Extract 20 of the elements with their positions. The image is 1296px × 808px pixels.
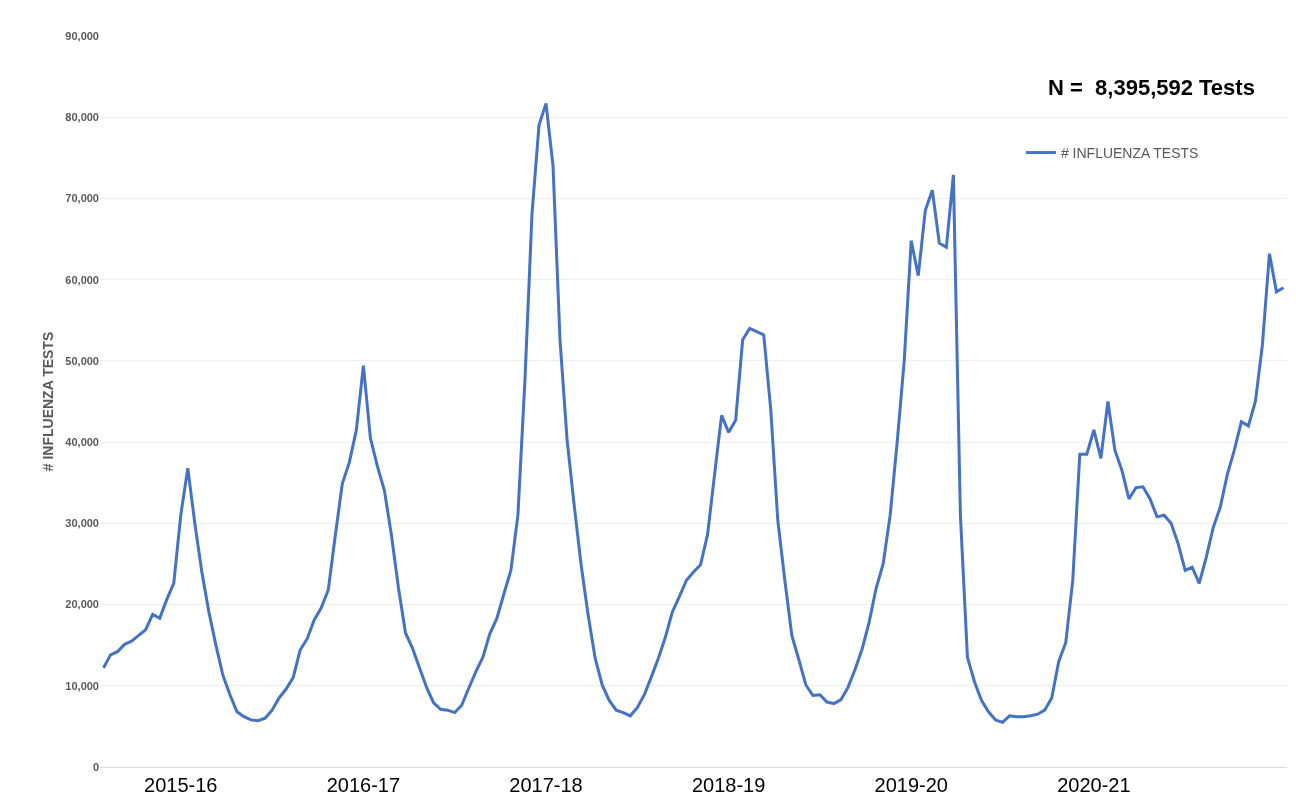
y-tick-label: 0	[92, 760, 99, 773]
y-tick-label: 50,000	[65, 354, 99, 367]
x-tick-label: 2019-20	[874, 774, 948, 796]
y-tick-label: 70,000	[65, 192, 99, 205]
legend-label: # INFLUENZA TESTS	[1060, 145, 1199, 162]
y-tick-label: 20,000	[65, 598, 99, 611]
x-tick-label: 2016-17	[326, 774, 401, 796]
y-tick-label: 30,000	[65, 517, 99, 530]
y-tick-label: 90,000	[65, 29, 99, 42]
x-tick-label: 2018-19	[691, 774, 766, 796]
y-axis-title: # INFLUENZA TESTS	[39, 331, 56, 472]
x-tick-label: 2015-16	[144, 774, 218, 796]
x-tick-label: 2017-18	[509, 774, 583, 796]
x-tick-label: 2020-21	[1057, 774, 1131, 796]
y-tick-label: 40,000	[65, 435, 99, 448]
y-tick-label: 10,000	[65, 679, 99, 692]
y-tick-label: 80,000	[65, 111, 99, 124]
annotation: N = 8,395,592 Tests	[1048, 75, 1255, 100]
y-tick-label: 60,000	[65, 273, 99, 286]
line-series	[102, 101, 1285, 724]
